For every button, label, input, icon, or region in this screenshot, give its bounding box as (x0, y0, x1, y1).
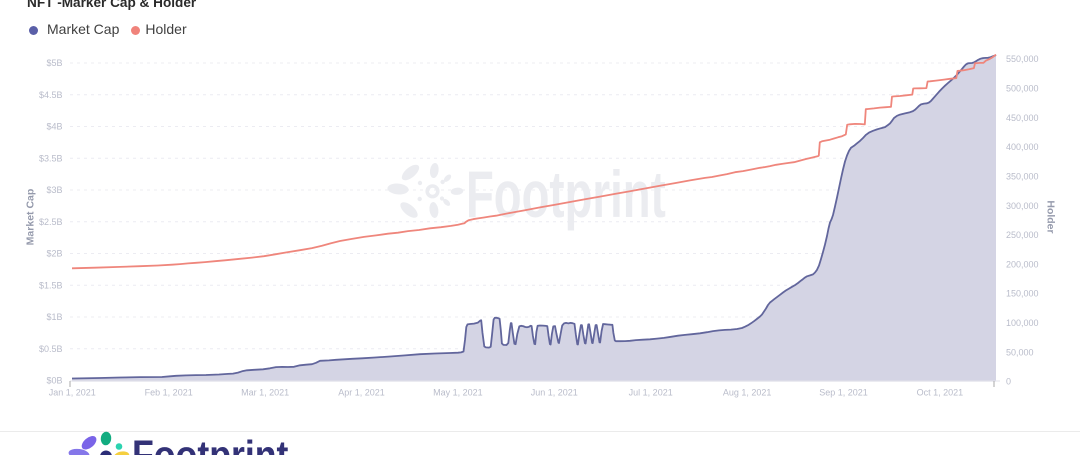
svg-text:Oct 1, 2021: Oct 1, 2021 (917, 388, 964, 398)
svg-text:Mar 1, 2021: Mar 1, 2021 (241, 388, 289, 398)
svg-text:100,000: 100,000 (1006, 318, 1039, 328)
svg-text:Holder: Holder (1045, 200, 1057, 233)
svg-text:$1B: $1B (46, 312, 62, 322)
svg-text:0: 0 (1006, 377, 1011, 387)
svg-text:Market Cap: Market Cap (24, 189, 36, 246)
svg-text:300,000: 300,000 (1006, 201, 1039, 211)
svg-text:Jan 1, 2021: Jan 1, 2021 (49, 388, 96, 398)
svg-text:$3.5B: $3.5B (39, 153, 63, 163)
svg-text:200,000: 200,000 (1006, 259, 1039, 269)
svg-text:150,000: 150,000 (1006, 289, 1039, 299)
svg-text:550,000: 550,000 (1006, 54, 1039, 64)
svg-text:$0.5B: $0.5B (39, 344, 63, 354)
svg-text:$5B: $5B (46, 58, 62, 68)
svg-text:Jun 1, 2021: Jun 1, 2021 (531, 388, 578, 398)
svg-text:Footprint: Footprint (466, 159, 666, 232)
svg-text:Aug 1, 2021: Aug 1, 2021 (723, 388, 772, 398)
svg-text:250,000: 250,000 (1006, 230, 1039, 240)
svg-text:Feb 1, 2021: Feb 1, 2021 (145, 388, 193, 398)
svg-text:400,000: 400,000 (1006, 142, 1039, 152)
svg-text:Footprint: Footprint (132, 433, 289, 455)
svg-text:$4B: $4B (46, 122, 62, 132)
svg-text:Apr 1, 2021: Apr 1, 2021 (338, 388, 385, 398)
svg-text:500,000: 500,000 (1006, 84, 1039, 94)
svg-text:$1.5B: $1.5B (39, 280, 63, 290)
svg-text:$3B: $3B (46, 185, 62, 195)
svg-text:May 1, 2021: May 1, 2021 (433, 388, 483, 398)
svg-text:$2.5B: $2.5B (39, 217, 63, 227)
svg-text:50,000: 50,000 (1006, 347, 1034, 357)
svg-text:Jul 1, 2021: Jul 1, 2021 (629, 388, 673, 398)
svg-text:$2B: $2B (46, 249, 62, 259)
svg-text:450,000: 450,000 (1006, 113, 1039, 123)
svg-text:$0B: $0B (46, 376, 62, 386)
svg-text:350,000: 350,000 (1006, 172, 1039, 182)
svg-text:$4.5B: $4.5B (39, 90, 63, 100)
svg-text:Sep 1, 2021: Sep 1, 2021 (819, 388, 868, 398)
